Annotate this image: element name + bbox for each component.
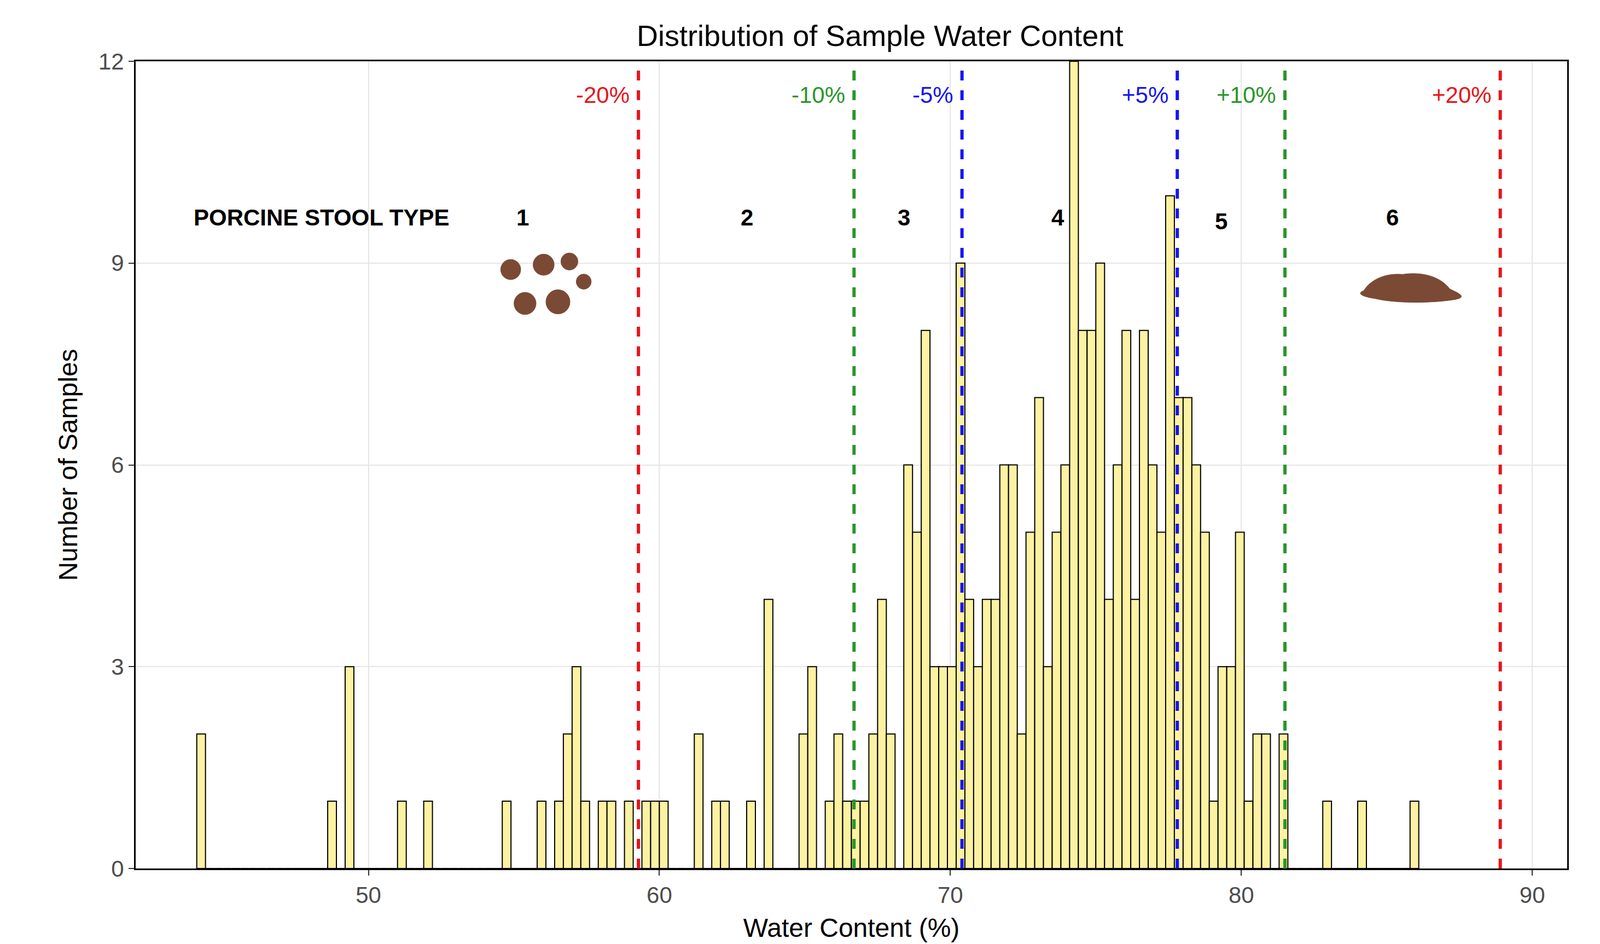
svg-text:12: 12	[98, 48, 125, 75]
svg-text:6: 6	[111, 451, 124, 478]
svg-text:9: 9	[111, 249, 124, 276]
svg-text:3: 3	[111, 653, 124, 680]
svg-text:Distribution of Sample Water C: Distribution of Sample Water Content	[636, 19, 1124, 52]
svg-text:PORCINE STOOL TYPE: PORCINE STOOL TYPE	[193, 204, 450, 231]
svg-text:+10%: +10%	[1216, 82, 1277, 108]
svg-text:Water Content (%): Water Content (%)	[743, 912, 960, 942]
svg-text:2: 2	[740, 204, 754, 231]
svg-text:50: 50	[355, 881, 382, 908]
svg-text:+20%: +20%	[1432, 82, 1492, 108]
svg-text:+5%: +5%	[1121, 82, 1169, 108]
svg-text:60: 60	[646, 881, 673, 908]
svg-text:0: 0	[111, 855, 124, 882]
svg-text:3: 3	[897, 204, 911, 231]
svg-text:90: 90	[1519, 881, 1546, 908]
svg-text:-20%: -20%	[576, 82, 630, 108]
svg-text:-5%: -5%	[912, 82, 954, 108]
svg-text:4: 4	[1051, 204, 1065, 231]
svg-text:5: 5	[1214, 208, 1228, 235]
svg-text:70: 70	[937, 881, 964, 908]
svg-text:6: 6	[1386, 204, 1399, 231]
svg-text:-10%: -10%	[791, 82, 846, 108]
svg-text:1: 1	[516, 204, 529, 231]
svg-text:Number of Samples: Number of Samples	[53, 348, 83, 581]
svg-text:80: 80	[1228, 881, 1255, 908]
